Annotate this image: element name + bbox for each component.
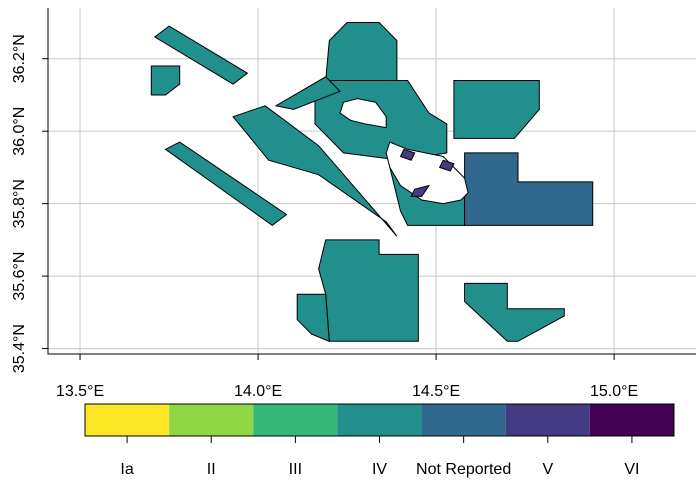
- legend-label: Not Reported: [416, 461, 511, 478]
- protected-area: [464, 152, 594, 226]
- protected-area: [399, 148, 416, 161]
- legend-label: IV: [372, 461, 387, 478]
- protected-area: [325, 22, 398, 81]
- protected-area: [438, 159, 455, 172]
- legend-border: [84, 403, 675, 437]
- legend-label: III: [289, 461, 302, 478]
- protected-area: [410, 184, 431, 197]
- longitude-axis: 13.5°E 14.0°E 14.5°E 15.0°E: [56, 354, 638, 400]
- legend-swatch: [253, 404, 338, 436]
- y-tick-label: 36.2°N: [11, 34, 28, 83]
- protected-area: [296, 293, 330, 343]
- legend-swatch: [169, 404, 254, 436]
- plot-frame: [47, 8, 696, 355]
- latitude-axis: 35.4°N 35.6°N 35.8°N 36.0°N 36.2°N: [11, 34, 48, 373]
- protected-area: [150, 65, 181, 96]
- legend-swatch: [85, 404, 170, 436]
- legend-label: II: [207, 461, 216, 478]
- x-tick-label: 14.5°E: [412, 383, 460, 400]
- category-legend: Ia II III IV Not Reported V VI: [84, 403, 675, 478]
- legend-swatch: [505, 404, 590, 436]
- protected-area: [164, 141, 288, 227]
- x-tick-label: 15.0°E: [590, 383, 638, 400]
- land-polygon: [339, 98, 387, 129]
- y-tick-label: 36.0°N: [11, 107, 28, 156]
- protected-area: [232, 105, 398, 237]
- protected-area: [464, 282, 565, 342]
- legend-label: V: [542, 461, 553, 478]
- protected-area: [453, 80, 540, 139]
- legend-swatch: [421, 404, 506, 436]
- legend-label: VI: [624, 461, 639, 478]
- legend-label: Ia: [120, 461, 133, 478]
- x-tick-label: 13.5°E: [56, 383, 104, 400]
- y-tick-label: 35.4°N: [11, 324, 28, 373]
- x-tick-label: 14.0°E: [234, 383, 282, 400]
- y-tick-label: 35.6°N: [11, 252, 28, 301]
- protected-area: [274, 76, 341, 110]
- protected-area: [153, 25, 249, 85]
- y-tick-label: 35.8°N: [11, 179, 28, 228]
- legend-swatch: [337, 404, 422, 436]
- protected-area-polygons: [150, 22, 594, 343]
- axis-lines: [47, 8, 696, 355]
- protected-area: [318, 239, 419, 342]
- legend-swatch: [589, 404, 674, 436]
